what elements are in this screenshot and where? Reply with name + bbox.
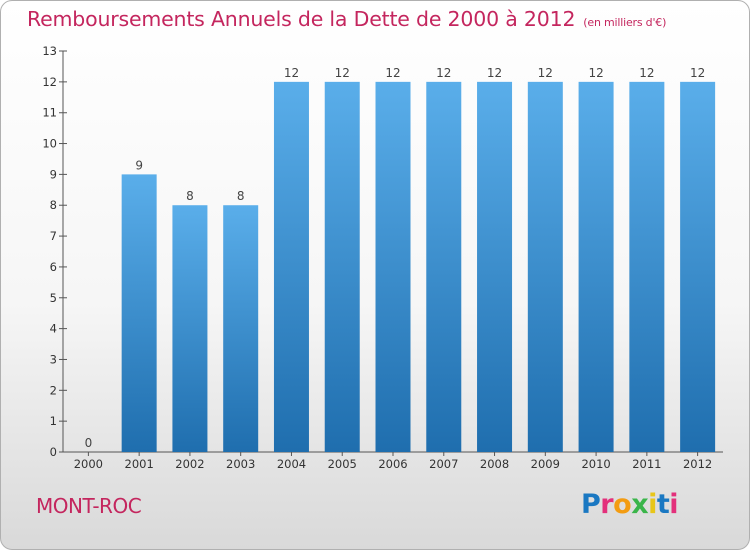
y-tick-label: 6	[50, 260, 57, 274]
data-label-2008: 12	[487, 66, 502, 80]
y-tick-label: 2	[50, 383, 57, 397]
x-tick-label: 2002	[175, 457, 204, 471]
bar-2008	[477, 81, 513, 452]
data-label-2001: 9	[135, 158, 143, 172]
bar-2009	[527, 81, 563, 452]
bar-2002	[172, 205, 208, 452]
data-label-2000: 0	[85, 436, 93, 450]
bar-2005	[324, 81, 360, 452]
logo-letter: i	[669, 489, 679, 520]
data-label-2003: 8	[237, 189, 245, 203]
x-tick-label: 2001	[125, 457, 154, 471]
y-tick-label: 3	[50, 352, 57, 366]
x-tick-label: 2009	[531, 457, 560, 471]
chart-title: Remboursements Annuels de la Dette de 20…	[27, 7, 666, 31]
x-tick-label: 2008	[480, 457, 509, 471]
data-label-2002: 8	[186, 189, 194, 203]
y-tick-label: 0	[50, 445, 57, 459]
data-labels: 0 9 8 8 12 12 12 12 12 12 12 12 12	[85, 66, 706, 450]
y-tick-label: 1	[50, 414, 57, 428]
x-tick-label: 2010	[581, 457, 610, 471]
logo-letter: x	[631, 489, 649, 520]
bar-2010	[578, 81, 614, 452]
y-tick-label: 4	[50, 322, 57, 336]
y-tick-label: 11	[42, 106, 57, 120]
logo-letter: i	[648, 489, 657, 520]
data-label-2006: 12	[385, 66, 400, 80]
y-tick-label: 12	[42, 75, 57, 89]
proxiti-logo[interactable]: Proxiti	[581, 489, 679, 520]
commune-name: MONT-ROC	[36, 494, 142, 518]
x-tick-label: 2000	[74, 457, 103, 471]
y-tick-label: 13	[42, 44, 57, 58]
logo-letter: r	[600, 489, 614, 520]
bar-2007	[426, 81, 462, 452]
chart-title-text: Remboursements Annuels de la Dette de 20…	[27, 7, 576, 31]
data-label-2009: 12	[538, 66, 553, 80]
x-tick-label: 2004	[277, 457, 306, 471]
y-tick-label: 8	[50, 198, 57, 212]
x-tick-label: 2011	[632, 457, 661, 471]
bar-2004	[273, 81, 309, 452]
x-tick-label: 2005	[328, 457, 357, 471]
bar-2011	[629, 81, 665, 452]
y-tick-label: 9	[50, 167, 57, 181]
x-axis: 2000 2001 2002 2003 2004 2005 2006 2007 2008 2009…	[74, 452, 712, 471]
bar-2003	[223, 205, 259, 452]
x-tick-label: 2003	[226, 457, 255, 471]
logo-letter: o	[613, 489, 632, 520]
bar-2006	[375, 81, 411, 452]
chart-unit: (en milliers d'€)	[583, 16, 667, 29]
data-label-2004: 12	[284, 66, 299, 80]
bar-2001	[121, 174, 157, 452]
data-label-2012: 12	[690, 66, 705, 80]
x-tick-label: 2007	[429, 457, 458, 471]
y-tick-label: 5	[50, 291, 57, 305]
data-label-2010: 12	[588, 66, 603, 80]
logo-letter: t	[656, 489, 670, 520]
x-tick-label: 2006	[378, 457, 407, 471]
logo-letter: P	[581, 489, 601, 520]
bar-2012	[680, 81, 716, 452]
data-label-2005: 12	[335, 66, 350, 80]
data-label-2007: 12	[436, 66, 451, 80]
bars	[121, 81, 716, 452]
x-tick-label: 2012	[683, 457, 712, 471]
y-tick-label: 10	[42, 137, 57, 151]
data-label-2011: 12	[639, 66, 654, 80]
y-tick-label: 7	[50, 229, 57, 243]
